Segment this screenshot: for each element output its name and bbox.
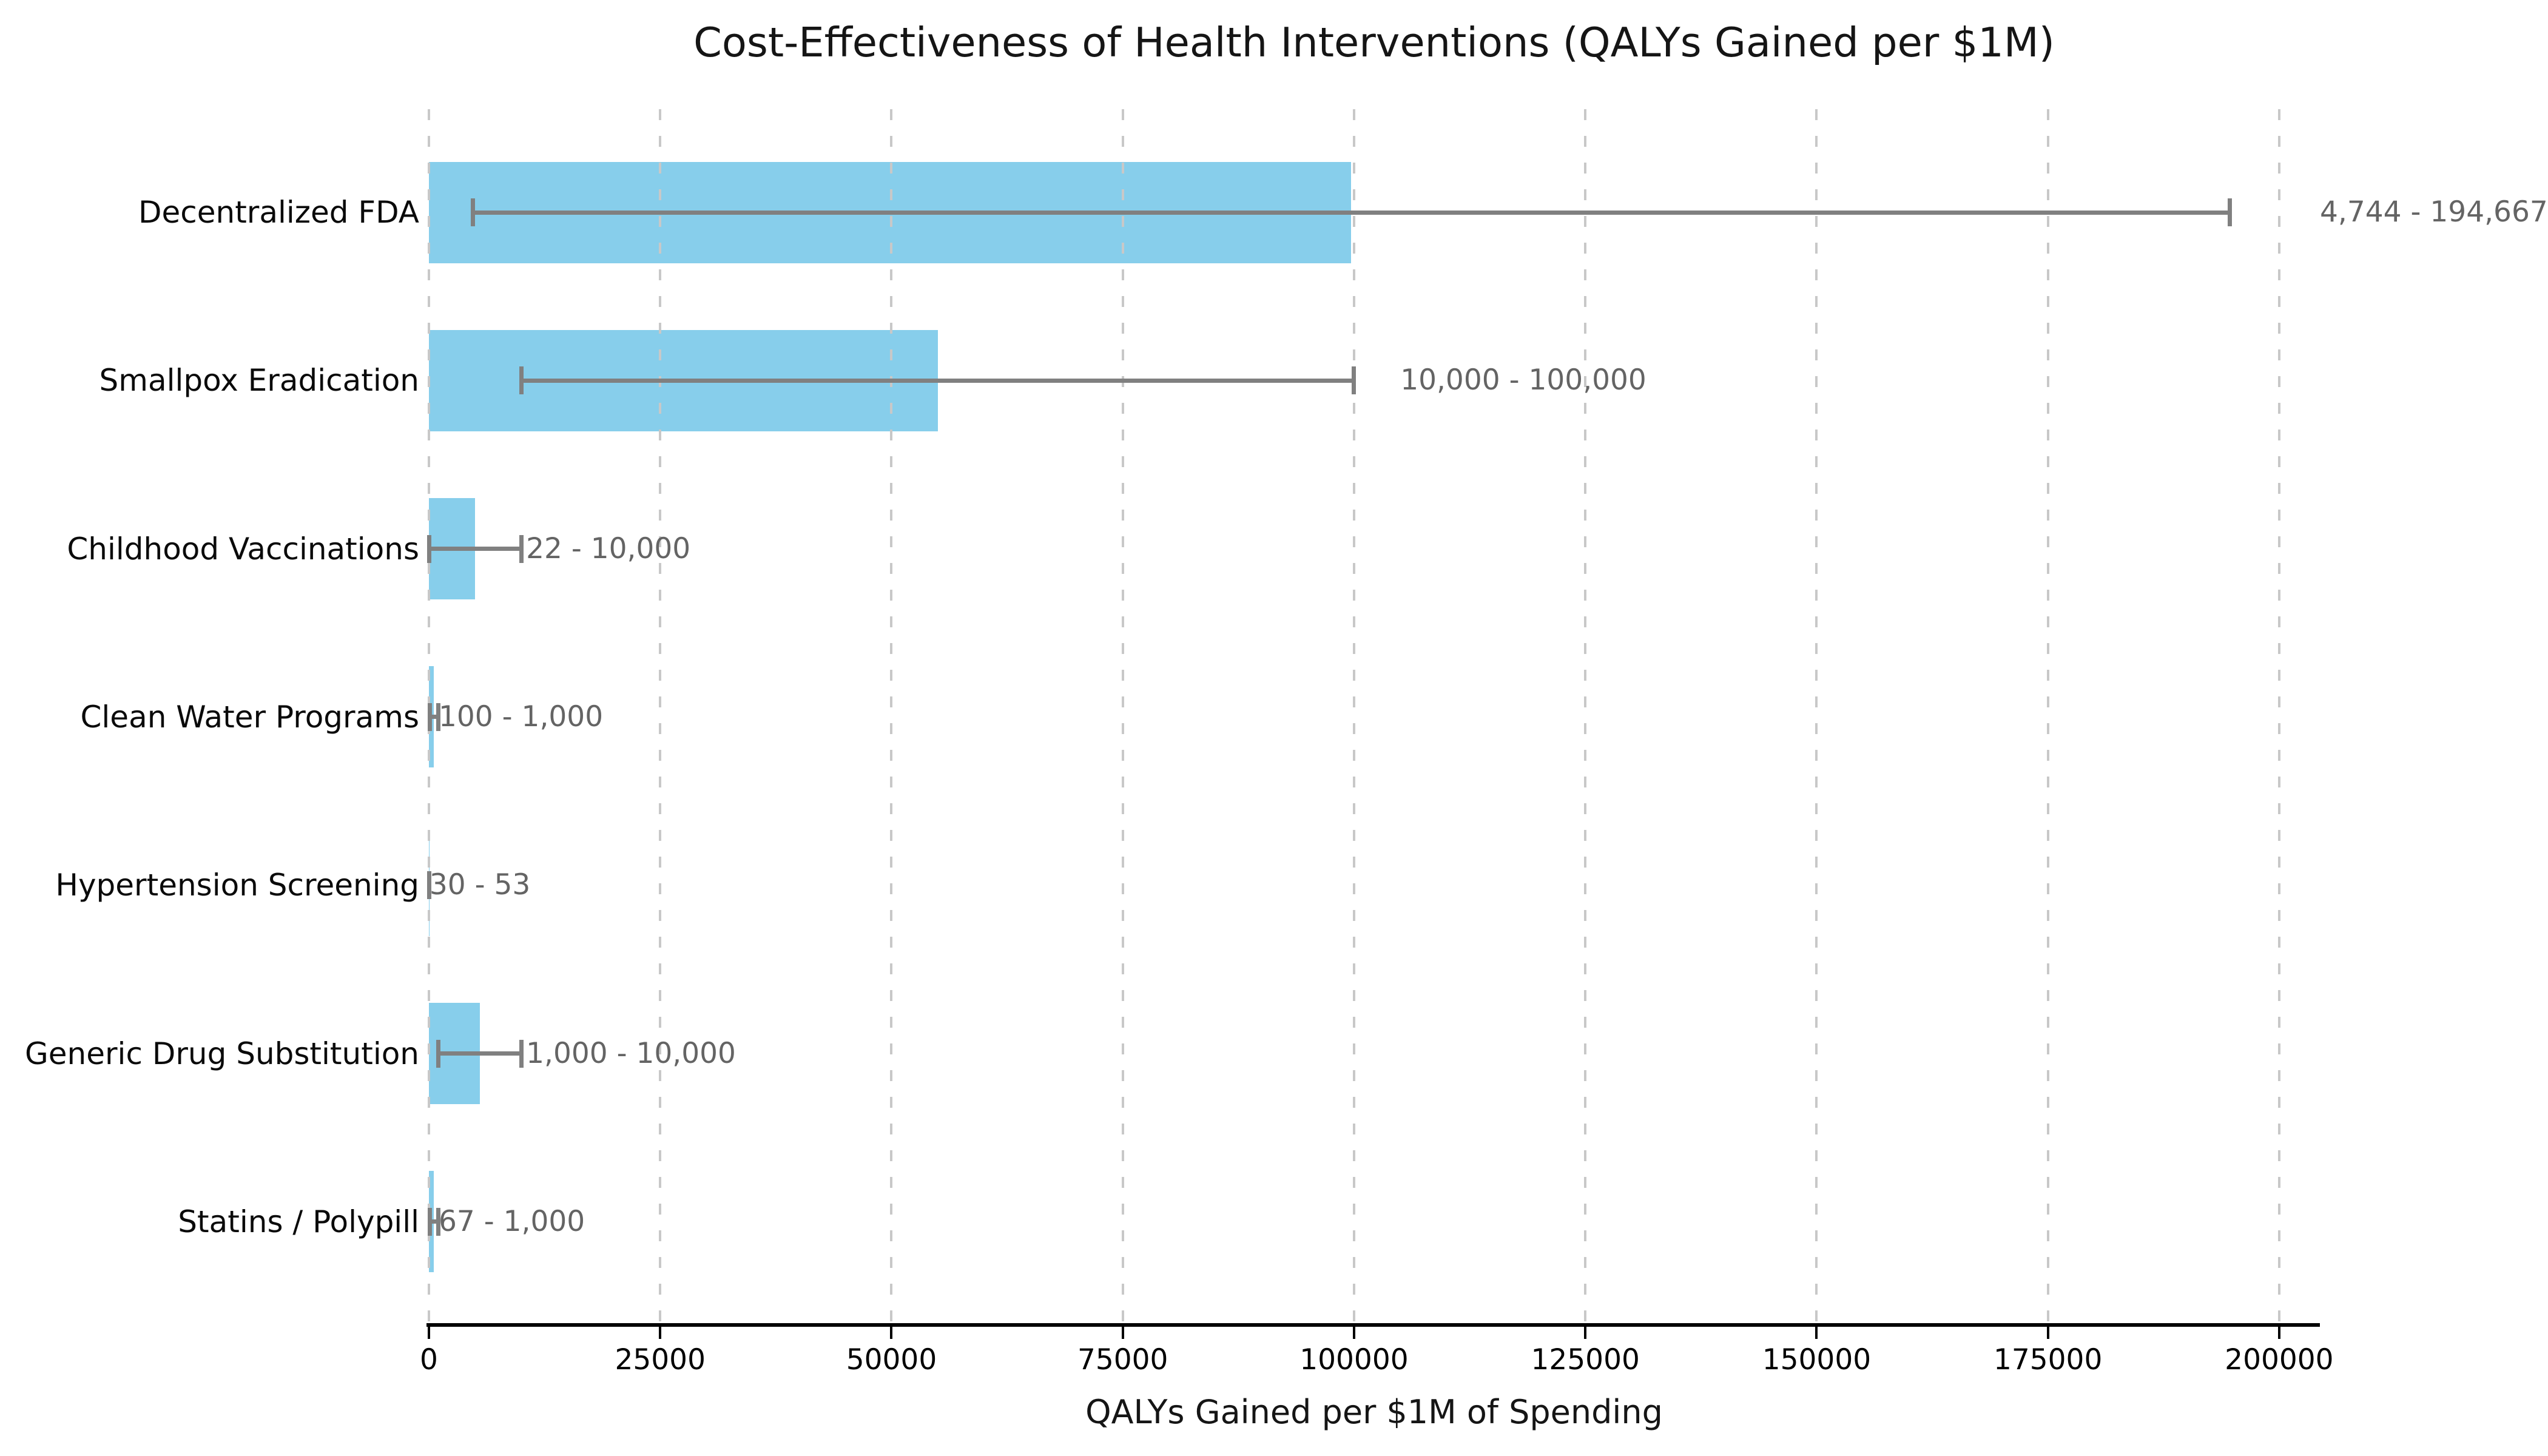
error-bar-cap-high (519, 1039, 524, 1068)
range-annotation: 1,000 - 10,000 (526, 1036, 736, 1070)
x-tick-mark (428, 1327, 430, 1339)
x-tick-label: 50000 (846, 1343, 937, 1377)
x-tick-label: 125000 (1531, 1343, 1640, 1377)
x-tick-mark (659, 1327, 662, 1339)
range-annotation: 4,744 - 194,667 (2320, 195, 2548, 229)
x-tick-mark (1352, 1327, 1355, 1339)
range-annotation: 30 - 53 (429, 868, 531, 902)
x-gridline (2046, 109, 2049, 1327)
category-label: Smallpox Eradication (99, 363, 419, 399)
category-label: Generic Drug Substitution (25, 1036, 419, 1071)
error-bar-line (429, 547, 522, 551)
error-bar-cap-low (519, 366, 524, 395)
error-bar-cap-low (426, 534, 431, 563)
range-annotation: 10,000 - 100,000 (1400, 363, 1646, 397)
x-gridline (1584, 109, 1587, 1327)
x-gridline (659, 109, 662, 1327)
error-bar-line (438, 1051, 522, 1056)
chart-title: Cost-Effectiveness of Health Interventio… (693, 19, 2055, 66)
x-tick-mark (1815, 1327, 1818, 1339)
error-bar-cap-low (470, 198, 475, 226)
category-label: Decentralized FDA (138, 195, 419, 230)
error-bar-line (430, 1219, 439, 1224)
x-tick-label: 175000 (1993, 1343, 2103, 1377)
category-label: Hypertension Screening (55, 868, 419, 903)
error-bar-cap-low (436, 1039, 440, 1068)
x-tick-mark (1121, 1327, 1124, 1339)
error-bar-line (473, 210, 2230, 215)
x-gridline (890, 109, 893, 1327)
x-tick-mark (1584, 1327, 1587, 1339)
error-bar-cap-high (1352, 366, 1357, 395)
category-label: Childhood Vaccinations (67, 531, 419, 567)
x-gridline (2277, 109, 2280, 1327)
x-gridline (1815, 109, 1818, 1327)
error-bar-cap-high (436, 1207, 440, 1236)
x-tick-label: 150000 (1762, 1343, 1872, 1377)
x-gridline (1352, 109, 1355, 1327)
x-tick-mark (2277, 1327, 2280, 1339)
range-annotation: 100 - 1,000 (439, 699, 604, 733)
x-axis-label: QALYs Gained per $1M of Spending (1085, 1393, 1663, 1431)
error-bar-cap-low (428, 703, 433, 731)
category-label: Clean Water Programs (80, 699, 420, 735)
x-axis-line (426, 1323, 2320, 1327)
error-bar-cap-high (427, 871, 432, 900)
x-tick-label: 0 (420, 1343, 438, 1377)
x-tick-label: 75000 (1077, 1343, 1168, 1377)
error-bar-cap-high (436, 703, 440, 731)
x-tick-mark (2046, 1327, 2049, 1339)
x-tick-mark (890, 1327, 893, 1339)
range-annotation: 67 - 1,000 (439, 1204, 585, 1238)
error-bar-cap-high (2228, 198, 2233, 226)
error-bar-cap-low (427, 1207, 432, 1236)
category-label: Statins / Polypill (178, 1204, 419, 1239)
error-bar-cap-high (519, 534, 524, 563)
error-bar-line (521, 378, 1354, 383)
x-tick-label: 25000 (615, 1343, 706, 1377)
error-bar-line (430, 715, 439, 720)
x-tick-label: 100000 (1299, 1343, 1409, 1377)
x-tick-label: 200000 (2225, 1343, 2334, 1377)
x-gridline (1121, 109, 1124, 1327)
range-annotation: 22 - 10,000 (526, 531, 691, 565)
